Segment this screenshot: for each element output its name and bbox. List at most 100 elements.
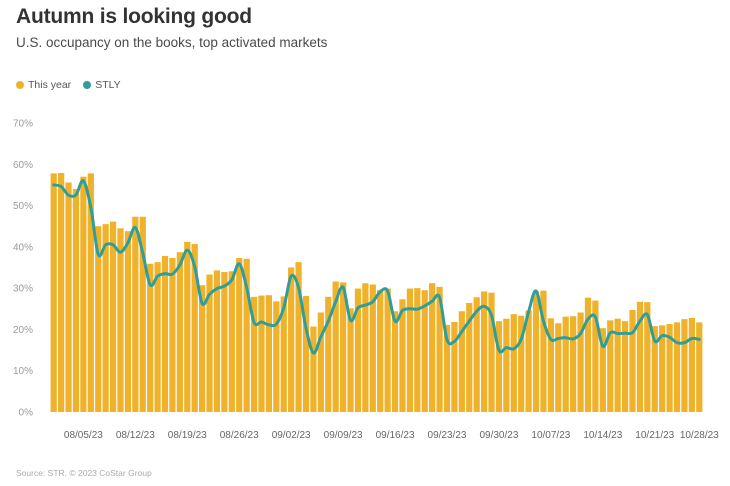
bar-this-year: [480, 291, 488, 412]
x-tick-label: 08/05/23: [64, 430, 103, 441]
bar-this-year: [236, 258, 243, 412]
bar-this-year: [488, 292, 495, 412]
y-tick-label: 60%: [13, 160, 33, 171]
bar-this-year: [50, 173, 57, 412]
bar-this-year: [243, 258, 250, 412]
bar-this-year: [414, 288, 421, 412]
x-tick-label: 09/16/23: [376, 430, 415, 441]
bar-this-year: [228, 271, 235, 412]
bar-this-year: [391, 311, 399, 412]
bar-this-year: [607, 320, 614, 412]
bar-this-year: [72, 189, 80, 412]
legend-label-stly: STLY: [95, 79, 121, 91]
bar-this-year: [265, 295, 273, 412]
bar-this-year: [429, 283, 436, 412]
bar-this-year: [592, 300, 599, 412]
bar-this-year: [599, 328, 606, 412]
bar-this-year: [347, 308, 354, 412]
bar-this-year: [199, 285, 206, 412]
bar-this-year: [503, 318, 510, 412]
bar-this-year: [332, 281, 339, 412]
bar-this-year: [369, 284, 376, 412]
bar-this-year: [325, 296, 332, 412]
y-tick-label: 40%: [13, 242, 33, 253]
bar-this-year: [184, 241, 191, 412]
bar-this-year: [317, 312, 324, 412]
y-tick-label: 50%: [13, 201, 33, 212]
x-tick-label: 09/30/23: [479, 430, 518, 441]
bar-this-year: [288, 267, 295, 412]
bar-this-year: [510, 314, 517, 412]
bar-this-year: [102, 224, 109, 412]
bar-this-year: [659, 325, 666, 412]
bar-this-year: [651, 326, 658, 412]
bar-this-year: [132, 216, 139, 412]
bar-this-year: [354, 288, 362, 412]
bar-this-year: [696, 322, 703, 412]
bar-this-year: [629, 310, 636, 412]
bar-this-year: [562, 316, 569, 412]
bar-this-year: [547, 318, 554, 412]
x-tick-label: 10/21/23: [635, 430, 674, 441]
bar-this-year: [406, 288, 414, 412]
bar-this-year: [221, 272, 228, 412]
x-tick-label: 10/28/23: [680, 430, 719, 441]
bar-this-year: [570, 316, 577, 412]
y-axis: 0% 10% 20% 30% 40% 50% 60% 70%: [13, 119, 33, 419]
x-tick-label: 09/23/23: [428, 430, 467, 441]
bar-this-year: [495, 321, 503, 412]
bar-this-year: [443, 324, 451, 412]
bar-this-year: [339, 282, 347, 412]
page-subtitle: U.S. occupancy on the books, top activat…: [16, 35, 328, 50]
bar-this-year: [250, 296, 258, 412]
bar-this-year: [540, 290, 547, 412]
x-axis: 08/05/23 08/12/23 08/19/23 08/26/23 09/02/23…: [64, 430, 719, 441]
bar-this-year: [362, 283, 369, 412]
bar-this-year: [109, 221, 117, 412]
bar-this-year: [577, 312, 584, 412]
bar-this-year: [555, 323, 562, 412]
y-tick-label: 0%: [19, 408, 34, 419]
y-tick-label: 30%: [13, 284, 33, 295]
page-title: Autumn is looking good: [16, 5, 252, 28]
line-series-stly: [52, 179, 701, 355]
y-tick-label: 20%: [13, 325, 33, 336]
bar-this-year: [614, 318, 621, 412]
y-tick-label: 10%: [13, 366, 33, 377]
y-tick-label: 70%: [13, 119, 33, 130]
bar-this-year: [584, 297, 592, 412]
bar-this-year: [377, 289, 384, 412]
x-tick-label: 08/26/23: [220, 430, 259, 441]
bar-this-year: [161, 255, 169, 412]
legend-label-this-year: This year: [28, 79, 72, 91]
bar-this-year: [636, 301, 644, 412]
bar-this-year: [466, 303, 473, 412]
bar-this-year: [525, 310, 532, 412]
bar-this-year: [191, 243, 198, 412]
bar-this-year: [87, 173, 94, 412]
bar-this-year: [681, 319, 688, 412]
x-tick-label: 10/07/23: [531, 430, 570, 441]
bar-this-year: [458, 311, 465, 412]
source-note: Source: STR. © 2023 CoStar Group: [16, 468, 152, 478]
x-tick-label: 10/14/23: [583, 430, 622, 441]
bar-this-year: [518, 315, 525, 412]
bar-this-year: [399, 299, 406, 412]
bar-this-year: [451, 322, 458, 412]
bar-this-year: [213, 270, 221, 412]
legend-item-stly[interactable]: STLY: [83, 79, 121, 91]
legend: This year STLY: [16, 79, 133, 91]
bar-this-year: [473, 297, 480, 412]
bar-this-year: [436, 286, 443, 412]
bar-this-year: [80, 176, 87, 412]
bar-this-year: [176, 252, 183, 412]
x-tick-label: 08/19/23: [168, 430, 207, 441]
legend-item-this-year[interactable]: This year: [16, 79, 71, 91]
bar-this-year: [169, 258, 176, 412]
bar-this-year: [621, 321, 629, 412]
x-tick-label: 08/12/23: [116, 430, 155, 441]
bar-this-year: [147, 263, 154, 412]
x-tick-label: 09/09/23: [324, 430, 363, 441]
bar-this-year: [421, 290, 428, 412]
